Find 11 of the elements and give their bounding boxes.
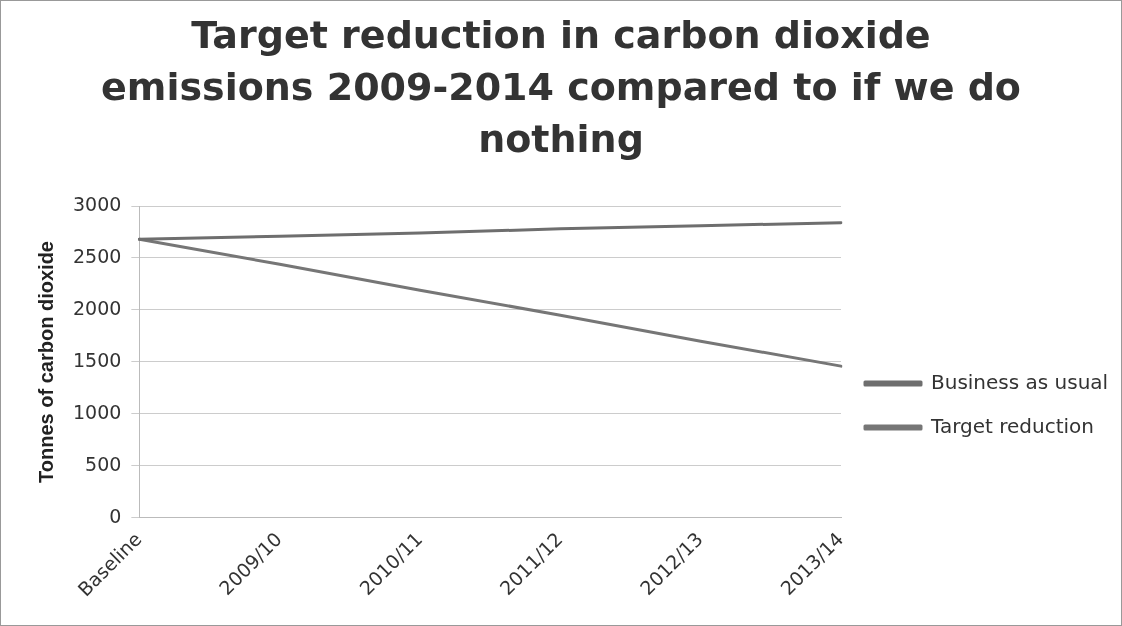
y-tick-label: 1000 <box>72 400 122 423</box>
chart-title: Target reduction in carbon dioxide emissions 2009-2014 compared to if we do nothing <box>100 12 1022 163</box>
y-tick-label: 3000 <box>72 192 122 215</box>
y-tick-label: 0 <box>109 504 122 527</box>
y-axis-title: Tonnes of carbon dioxide <box>34 241 57 483</box>
y-tick-label: 2500 <box>72 244 122 267</box>
y-tick-label: 2000 <box>72 296 122 319</box>
y-tick-label: 1500 <box>72 348 122 371</box>
legend-label: Business as usual <box>931 369 1109 394</box>
y-tick-label: 500 <box>85 452 122 475</box>
legend-label: Target reduction <box>930 413 1094 438</box>
